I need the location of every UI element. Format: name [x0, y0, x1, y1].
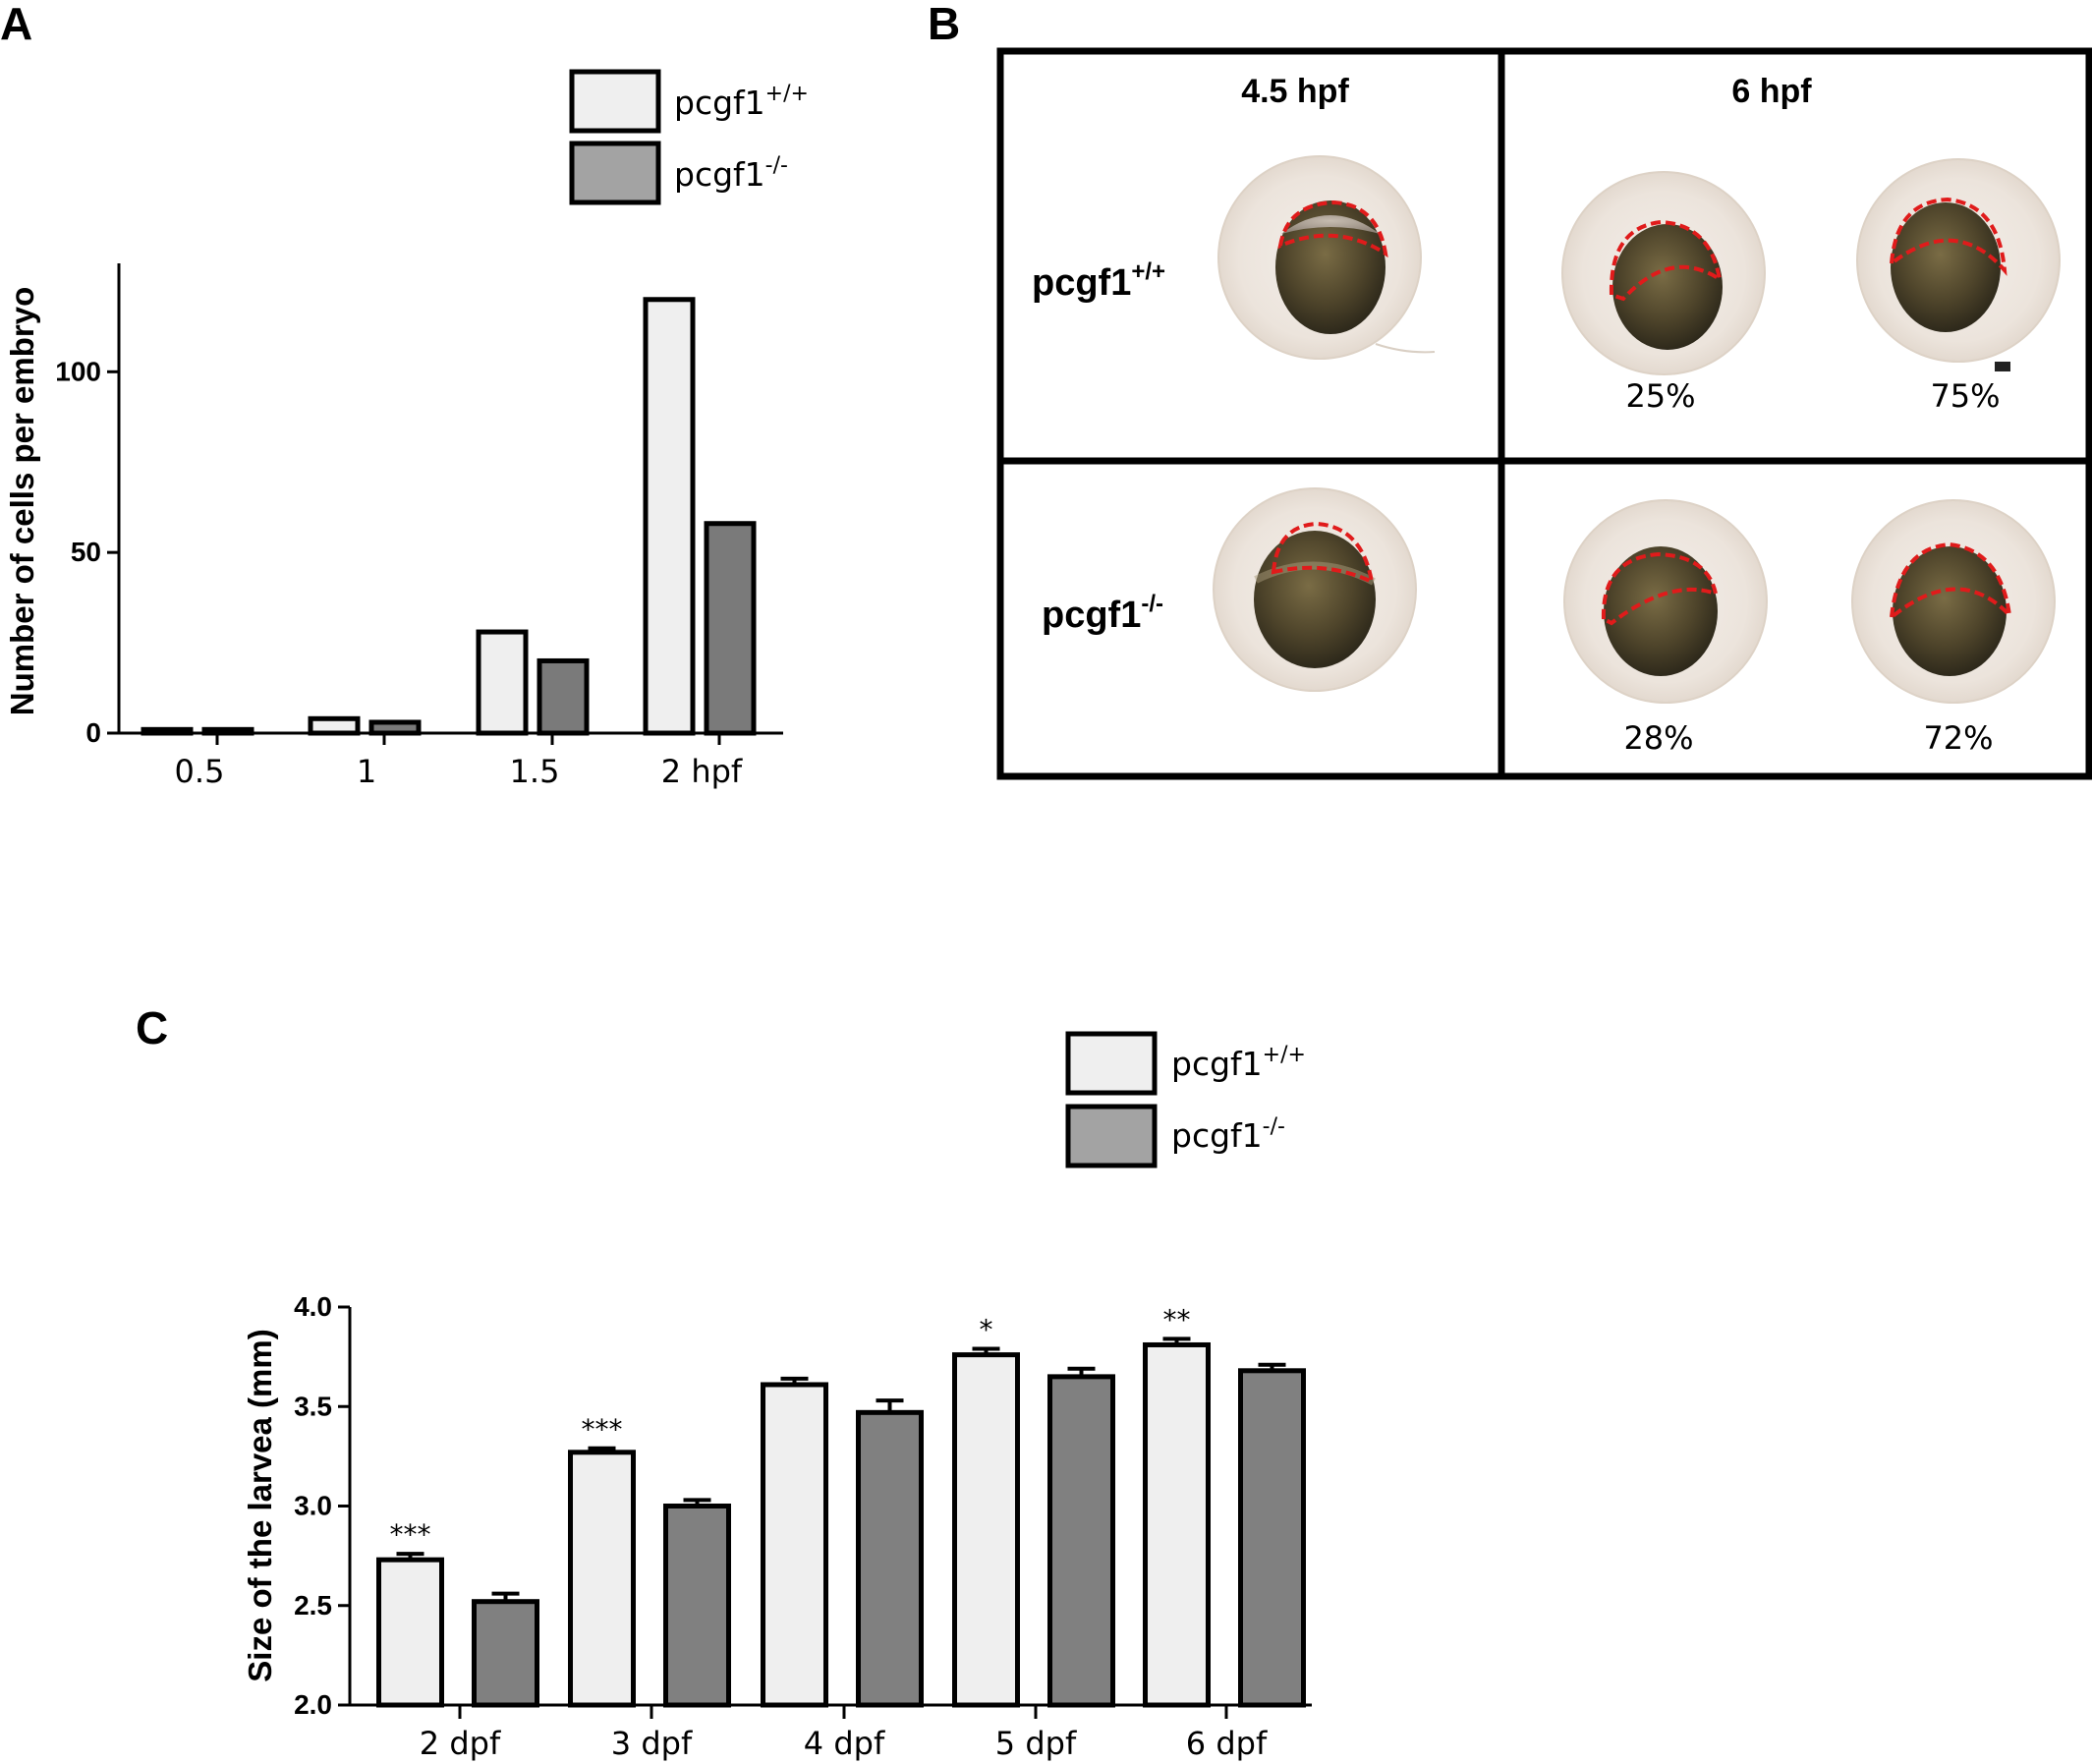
panel-a-letter: A — [0, 0, 32, 49]
chart-c-x-tick-label: 6 dpf — [1186, 1725, 1268, 1762]
chart-a-ticks: 0 50 100 — [55, 356, 119, 748]
legend-c-ko-base: pcgf1 — [1171, 1116, 1263, 1155]
grid-header-4-5-hpf: 4.5 hpf — [1241, 73, 1349, 110]
percent-ko-6hpf-b: 72% — [1923, 719, 1993, 757]
legend-c-wt-swatch — [1065, 1031, 1158, 1096]
chart-c-significance-label: ** — [1163, 1303, 1191, 1336]
blastoderm-outline — [1601, 551, 1719, 626]
chart-c-bar-ko — [856, 1409, 924, 1708]
chart-a-y-label: Number of cells per embryo — [4, 287, 40, 715]
embryo-image-ko-6hpf-28: 28% — [1563, 499, 1768, 757]
chart-c-y-tick-label: 3.0 — [294, 1491, 332, 1521]
legend-a-ko-swatch — [569, 141, 661, 205]
blastoderm-outline — [1609, 219, 1723, 302]
chart-a-x-tick-label: 1 — [357, 753, 376, 790]
chart-c-significance-label: * — [980, 1314, 993, 1346]
embryo-image-ko-4-5hpf — [1213, 487, 1417, 692]
blastoderm-outline — [1889, 197, 2007, 276]
legend-a-wt-swatch — [569, 69, 661, 134]
legend-c-ko-swatch — [1065, 1104, 1158, 1168]
chart-c-y-tick-label: 2.5 — [294, 1590, 332, 1621]
row-label-wildtype-sup: +/+ — [1131, 258, 1165, 285]
blastoderm-outline — [1277, 199, 1388, 258]
legend-a: pcgf1+/+ pcgf1-/- — [569, 69, 809, 205]
row-label-mutant-base: pcgf1 — [1042, 595, 1141, 636]
row-label-mutant: pcgf1-/- — [1042, 591, 1163, 636]
chart-c-x-tick-label: 2 dpf — [420, 1725, 501, 1762]
legend-a-ko-base: pcgf1 — [674, 155, 765, 194]
chart-c-bars: ******* ** — [376, 1303, 1306, 1708]
chart-c-y-label: Size of the larvea (mm) — [242, 1329, 278, 1681]
chart-a-bars — [141, 297, 757, 736]
chart-a-x-tick-label: 0.5 — [175, 753, 225, 790]
chart-c-x-tick-label: 4 dpf — [804, 1725, 885, 1762]
chart-c-bar-wt — [761, 1382, 828, 1708]
chart-a-bar-ko — [201, 726, 254, 736]
chart-c-y-tick-label: 3.5 — [294, 1391, 332, 1421]
chart-a-bar-wt — [643, 297, 696, 736]
legend-a-wt-sup: +/+ — [765, 82, 809, 106]
percent-ko-6hpf-a: 28% — [1623, 719, 1693, 757]
embryo-image-wt-4-5hpf — [1217, 155, 1436, 360]
chart-c-bar-ko — [663, 1504, 731, 1708]
percent-wt-6hpf-a: 25% — [1625, 377, 1695, 415]
chart-c-bar-wt — [568, 1450, 636, 1708]
embryo-image-ko-6hpf-72: 72% — [1851, 499, 2056, 757]
blastoderm-outline — [1271, 521, 1375, 586]
chart-a-bar-ko — [368, 719, 422, 736]
legend-a-ko-sup: -/- — [765, 153, 788, 178]
chart-c-bar-ko — [1047, 1374, 1115, 1708]
chart-a-y-tick-label: 100 — [55, 356, 101, 386]
legend-c-ko-label: pcgf1-/- — [1171, 1114, 1285, 1155]
blastoderm-outline — [1889, 541, 2012, 622]
chart-a-bar-ko — [704, 521, 757, 736]
percent-wt-6hpf-b: 75% — [1930, 377, 2000, 415]
chart-c-x-tick-labels: 2 dpf 3 dpf 4 dpf 5 dpf 6 dpf — [420, 1705, 1268, 1762]
chart-c-bar-ko — [472, 1599, 539, 1708]
chart-a-x-tick-label: 2 hpf — [661, 753, 743, 790]
chart-a-y-tick-label: 0 — [85, 717, 101, 748]
chart-c-y-tick-label: 2.0 — [294, 1689, 332, 1720]
chart-c-x-tick-label: 3 dpf — [611, 1725, 693, 1762]
legend-c: pcgf1+/+ pcgf1-/- — [1065, 1031, 1306, 1168]
legend-a-wt-base: pcgf1 — [674, 84, 765, 122]
chart-c-significance-label: *** — [390, 1518, 431, 1551]
legend-a-ko-label: pcgf1-/- — [674, 153, 788, 194]
embryo-image-wt-6hpf-25: 25% — [1561, 171, 1766, 415]
panel-c-letter: C — [136, 1002, 168, 1053]
chart-c-bar-wt — [376, 1557, 444, 1708]
legend-c-wt-sup: +/+ — [1263, 1043, 1306, 1067]
legend-c-ko-sup: -/- — [1263, 1114, 1285, 1139]
row-label-mutant-sup: -/- — [1141, 591, 1163, 617]
legend-c-wt-base: pcgf1 — [1171, 1045, 1263, 1083]
legend-c-wt-label: pcgf1+/+ — [1171, 1043, 1306, 1083]
chart-c-bar-ko — [1238, 1368, 1306, 1708]
chart-c-y-tick-label: 4.0 — [294, 1291, 332, 1322]
legend-a-wt-label: pcgf1+/+ — [674, 82, 809, 122]
chart-a-bar-ko — [537, 657, 590, 736]
chart-a-x-tick-labels: 0.5 1 1.5 2 hpf — [175, 733, 743, 790]
chart-c-ticks: 2.0 2.5 3.0 3.5 4.0 — [294, 1291, 350, 1720]
chart-a-bar-wt — [141, 726, 194, 736]
chart-c-bar-wt — [1143, 1341, 1211, 1708]
chart-a-y-tick-label: 50 — [71, 537, 101, 567]
embryo-image-wt-6hpf-75: 75% — [1856, 158, 2061, 415]
chart-c: Size of the larvea (mm) 2.02.53.03.54.0 … — [242, 1291, 1312, 1762]
grid-header-6-hpf: 6 hpf — [1731, 73, 1812, 110]
embryo-grid: 4.5 hpf 6 hpf pcgf1+/+ pcgf1-/- — [996, 47, 2092, 780]
chart-a-x-tick-label: 1.5 — [510, 753, 560, 790]
row-label-wildtype-base: pcgf1 — [1032, 262, 1131, 304]
row-label-wildtype: pcgf1+/+ — [1032, 258, 1165, 304]
panel-b-letter: B — [928, 0, 960, 49]
chart-c-significance-label: *** — [582, 1413, 623, 1446]
chart-a-bar-wt — [308, 715, 361, 736]
chart-c-bar-wt — [952, 1352, 1020, 1708]
chart-a-bar-wt — [476, 629, 529, 736]
chart-a: Number of cells per embryo 0 50 100 0.5 1 1.… — [4, 263, 783, 790]
chart-c-x-tick-label: 5 dpf — [995, 1725, 1077, 1762]
